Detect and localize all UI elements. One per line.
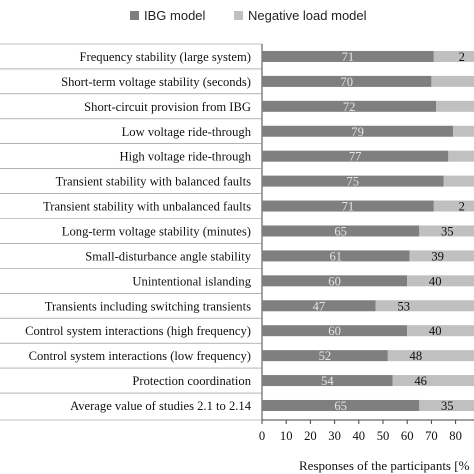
category-label: Low voltage ride-through: [122, 125, 252, 139]
x-axis-title: Responses of the participants [%: [299, 458, 470, 473]
category-label: Transient stability with balanced faults: [56, 175, 252, 189]
legend-label-ibg: IBG model: [144, 8, 206, 23]
bar-segment: [262, 75, 432, 87]
bar-segment: [453, 125, 474, 137]
bar-segment: [436, 100, 474, 112]
data-label: 53: [397, 299, 410, 313]
category-label: Protection coordination: [132, 374, 251, 388]
x-tick-label: 0: [259, 429, 265, 443]
data-label: 2: [459, 50, 465, 64]
data-label: 40: [429, 274, 442, 288]
category-label: Control system interactions (low frequen…: [29, 349, 251, 363]
bar-segment: [433, 50, 474, 62]
data-label: 79: [351, 125, 364, 139]
category-label: Transients including switching transient…: [45, 299, 251, 313]
bar-segment: [407, 275, 474, 287]
bar-segment: [433, 200, 474, 212]
bar-segment: [392, 375, 474, 387]
x-tick-label: 40: [353, 429, 366, 443]
category-label: Frequency stability (large system): [80, 50, 252, 64]
legend-label-negative-load: Negative load model: [248, 8, 367, 23]
bar-segment: [443, 175, 474, 187]
legend-swatch-ibg: [130, 11, 139, 20]
bar-segment: [262, 175, 444, 187]
x-tick-label: 60: [401, 429, 414, 443]
bar-segment: [262, 325, 408, 337]
data-label: 40: [429, 324, 442, 338]
category-label: Unintentional islanding: [132, 274, 251, 288]
bar-segment: [387, 350, 474, 362]
data-label: 60: [328, 274, 341, 288]
data-label: 65: [334, 224, 347, 238]
data-label: 2: [459, 200, 465, 214]
bar-segment: [262, 275, 408, 287]
data-label: 48: [410, 349, 423, 363]
data-label: 65: [334, 399, 347, 413]
category-label: Average value of studies 2.1 to 2.14: [70, 399, 252, 413]
data-label: 60: [328, 324, 341, 338]
data-label: 35: [441, 224, 454, 238]
data-label: 77: [349, 150, 362, 164]
bar-segment: [448, 150, 474, 162]
data-label: 75: [346, 175, 359, 189]
data-label: 35: [441, 399, 454, 413]
legend-item-negative-load: Negative load model: [234, 8, 367, 23]
category-label: Control system interactions (high freque…: [25, 324, 251, 338]
legend-swatch-negative-load: [234, 11, 243, 20]
x-tick-label: 50: [377, 429, 390, 443]
category-label: Short-term voltage stability (seconds): [61, 75, 251, 89]
data-label: 52: [319, 349, 332, 363]
legend: IBG model Negative load model: [0, 8, 474, 30]
data-label: 71: [342, 200, 355, 214]
bar-segment: [262, 50, 434, 62]
bar-segment: [262, 399, 420, 411]
data-label: 71: [342, 50, 355, 64]
bar-segment: [262, 250, 410, 262]
bar-segment: [262, 350, 388, 362]
bar-segment: [431, 75, 474, 87]
bar-segment: [262, 150, 449, 162]
x-tick-label: 30: [328, 429, 341, 443]
category-label: Small-disturbance angle stability: [85, 249, 251, 263]
data-label: 72: [343, 100, 356, 114]
data-label: 46: [414, 374, 427, 388]
x-tick-label: 20: [304, 429, 317, 443]
legend-item-ibg: IBG model: [130, 8, 205, 23]
category-label: High voltage ride-through: [119, 150, 251, 164]
bar-segment: [375, 300, 474, 312]
data-label: 39: [431, 249, 444, 263]
bar-segment: [262, 200, 434, 212]
bar-segment: [262, 300, 376, 312]
data-label: 61: [330, 249, 343, 263]
x-tick-label: 10: [280, 429, 293, 443]
bar-segment: [419, 399, 474, 411]
x-tick-label: 80: [449, 429, 462, 443]
bar-segment: [262, 225, 420, 237]
bar-segment: [262, 100, 437, 112]
bar-segment: [407, 325, 474, 337]
bar-segment: [409, 250, 474, 262]
data-label: 70: [340, 75, 353, 89]
data-label: 54: [321, 374, 334, 388]
x-tick-label: 70: [425, 429, 438, 443]
category-label: Transient stability with unbalanced faul…: [43, 200, 251, 214]
bar-segment: [419, 225, 474, 237]
bar-segment: [262, 375, 393, 387]
data-label: 47: [313, 299, 326, 313]
bar-segment: [262, 125, 454, 137]
category-label: Long-term voltage stability (minutes): [62, 224, 251, 238]
category-label: Short-circuit provision from IBG: [84, 100, 251, 114]
